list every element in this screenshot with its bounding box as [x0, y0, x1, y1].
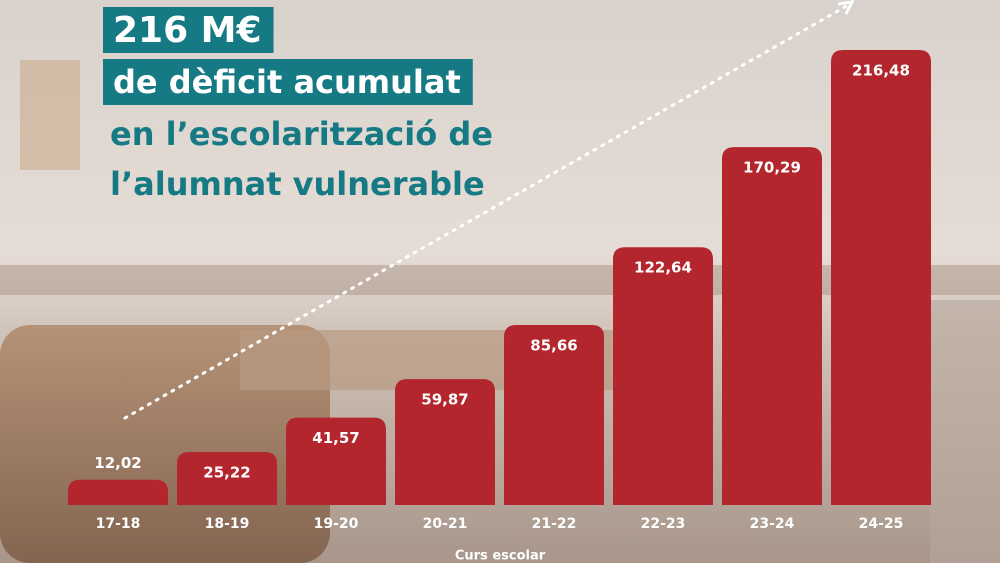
x-tick-label: 19-20: [314, 516, 359, 532]
value-label: 85,66: [530, 336, 577, 354]
x-tick-label: 17-18: [96, 516, 141, 532]
x-tick-label: 21-22: [532, 516, 577, 532]
title-line: 216 M€: [113, 10, 262, 51]
bar: [177, 451, 277, 505]
bar: [613, 247, 713, 505]
value-label: 122,64: [634, 259, 692, 277]
title-line: l’alumnat vulnerable: [110, 165, 485, 203]
title-line: en l’escolarització de: [110, 115, 493, 153]
value-label: 41,57: [312, 429, 359, 447]
x-axis-label: Curs escolar: [455, 549, 546, 563]
trend-arrow: [123, 2, 852, 420]
x-tick-label: 18-19: [205, 516, 250, 532]
bar: [722, 147, 822, 505]
background-window: [20, 60, 80, 170]
x-tick-label: 23-24: [750, 516, 795, 532]
bar: [395, 379, 495, 505]
x-tick-label: 24-25: [859, 516, 904, 532]
trend-arrow-head: [837, 0, 855, 15]
value-label: 216,48: [852, 62, 910, 80]
bar: [504, 324, 604, 505]
title-highlight: [103, 7, 274, 53]
value-label: 170,29: [743, 159, 801, 177]
value-label: 12,02: [94, 454, 141, 472]
bar: [286, 417, 386, 505]
title-highlight: [103, 59, 473, 105]
title-line: de dèficit acumulat: [113, 63, 461, 101]
x-tick-label: 20-21: [423, 516, 468, 532]
x-tick-label: 22-23: [641, 516, 686, 532]
value-label: 59,87: [421, 391, 468, 409]
value-label: 25,22: [203, 463, 250, 481]
background-side: [930, 300, 1000, 563]
bar: [68, 479, 168, 505]
bar: [831, 50, 931, 505]
title-block: 216 M€ de dèficit acumulat en l’escolaritz…: [103, 7, 493, 203]
